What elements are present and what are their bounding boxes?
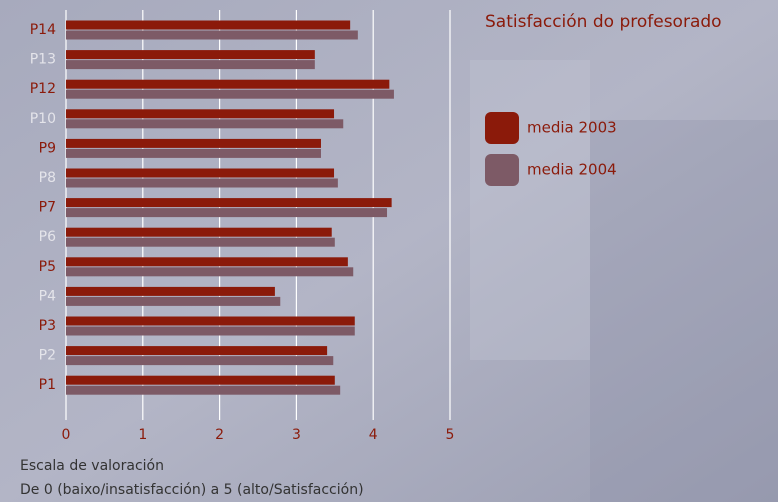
y-tick-label: P2 <box>39 348 56 364</box>
background-shape <box>470 60 590 360</box>
bar <box>66 356 334 366</box>
bar <box>66 109 335 119</box>
bar <box>66 385 341 395</box>
x-tick-label: 1 <box>138 427 147 443</box>
bar <box>66 138 321 148</box>
bar <box>66 227 332 237</box>
bar <box>66 50 315 60</box>
bar <box>66 79 390 89</box>
x-tick-label: 5 <box>446 427 455 443</box>
annotation: De 0 (baixo/insatisfacción) a 5 (alto/Sa… <box>20 482 364 498</box>
y-tick-label: P5 <box>39 259 56 275</box>
bar <box>66 346 328 356</box>
y-tick-label: P14 <box>30 22 56 38</box>
x-tick-label: 0 <box>62 427 71 443</box>
bar <box>66 148 321 158</box>
bar <box>66 296 281 306</box>
y-tick-label: P10 <box>30 111 56 127</box>
x-tick-label: 2 <box>215 427 224 443</box>
bar <box>66 119 344 129</box>
y-tick-label: P7 <box>39 200 56 216</box>
x-tick-label: 3 <box>292 427 301 443</box>
chart-title: Satisfacción do profesorado <box>485 12 722 32</box>
background-shape <box>590 120 778 502</box>
bar <box>66 198 392 208</box>
bar <box>66 208 388 218</box>
bar <box>66 257 348 267</box>
bar <box>66 60 315 70</box>
y-tick-label: P8 <box>39 170 56 186</box>
y-tick-label: P1 <box>39 377 56 393</box>
y-tick-label: P12 <box>30 81 56 97</box>
legend-label: media 2004 <box>527 161 617 179</box>
bar <box>66 30 358 40</box>
bar <box>66 375 335 385</box>
bar <box>66 267 354 277</box>
bar <box>66 286 275 296</box>
y-tick-label: P9 <box>39 140 56 156</box>
x-tick-label: 4 <box>369 427 378 443</box>
bar <box>66 168 335 178</box>
bar <box>66 237 335 247</box>
y-tick-label: P6 <box>39 229 56 245</box>
bar <box>66 178 338 188</box>
bar <box>66 316 355 326</box>
y-tick-label: P13 <box>30 52 56 68</box>
bar <box>66 20 351 30</box>
bar <box>66 326 355 336</box>
legend-label: media 2003 <box>527 119 617 137</box>
y-tick-label: P3 <box>39 318 56 334</box>
annotation: Escala de valoración <box>20 458 164 474</box>
y-tick-label: P4 <box>39 288 56 304</box>
bar <box>66 89 394 99</box>
legend-swatch <box>485 154 519 186</box>
legend-swatch <box>485 112 519 144</box>
